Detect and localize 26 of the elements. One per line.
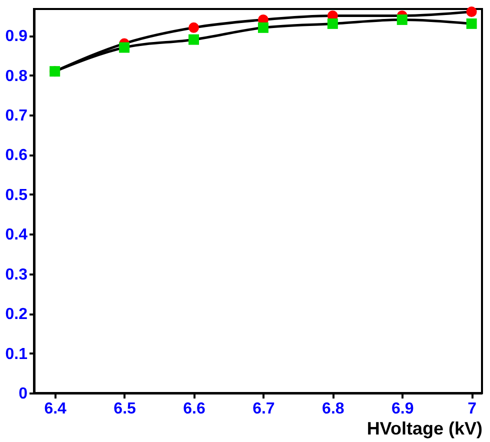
x-axis-title: HVoltage (kV)	[366, 418, 482, 438]
y-tick-label: 0.1	[5, 346, 28, 363]
y-tick-label: 0.2	[5, 306, 28, 324]
point	[119, 42, 130, 53]
x-tick-label: 6.8	[322, 400, 344, 418]
point	[188, 22, 199, 33]
x-tick-label: 6.6	[183, 400, 206, 418]
point	[188, 34, 199, 45]
y-tick-label: 0.5	[5, 186, 28, 204]
point	[258, 22, 268, 33]
y-tick-label: 0.9	[5, 28, 28, 46]
y-tick-label: 0.4	[5, 226, 28, 244]
x-tick-label: 6.5	[114, 400, 136, 418]
y-tick-label: 0.3	[5, 266, 28, 284]
y-tick-label: 0	[18, 386, 28, 402]
point	[466, 18, 477, 29]
point	[327, 18, 338, 29]
x-tick-label: 6.4	[44, 400, 67, 418]
x-tick-label: 6.9	[392, 400, 414, 418]
y-tick-label: 0.7	[5, 108, 28, 125]
y-tick-label: 0.6	[5, 147, 28, 164]
x-tick-label: 7	[468, 400, 477, 418]
point	[396, 14, 408, 25]
y-tick-label: 0.8	[5, 68, 28, 85]
x-tick-label: 6.7	[252, 400, 275, 418]
point	[466, 6, 477, 18]
